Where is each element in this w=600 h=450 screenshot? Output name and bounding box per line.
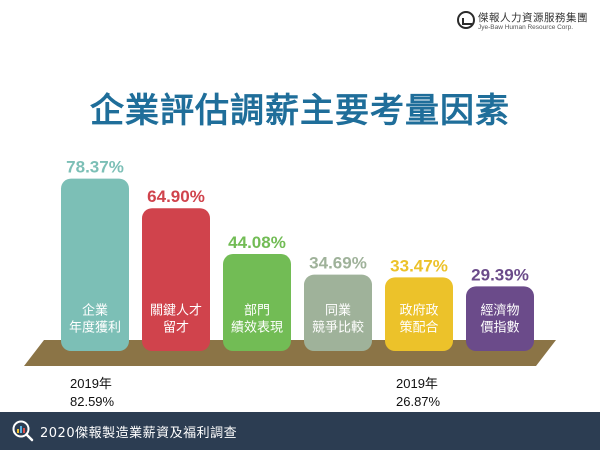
category-label-6-line-1: 經濟物 bbox=[480, 303, 519, 319]
annotation-year-label: 2019年 bbox=[396, 376, 438, 391]
category-label-6-line-2: 價指數 bbox=[480, 321, 519, 336]
company-logo-icon bbox=[457, 11, 475, 29]
chart-title: 企業評估調薪主要考量因素 bbox=[90, 91, 510, 131]
company-logo: 傑報人力資源服務集團 Jye-Baw Human Resource Corp. bbox=[457, 9, 597, 37]
annotation-year-label: 2019年 bbox=[70, 376, 112, 391]
category-label-3-line-2: 績效表現 bbox=[231, 321, 283, 336]
category-label-5-line-1: 政府政 bbox=[399, 304, 438, 319]
value-label-6: 29.39% bbox=[471, 265, 529, 284]
category-label-4-line-1: 同業 bbox=[325, 303, 351, 319]
category-label-3-line-1: 部門 bbox=[244, 304, 270, 319]
footer-survey-title: 2020傑報製造業薪資及福利調查 bbox=[40, 426, 238, 441]
value-label-4: 34.69% bbox=[309, 254, 367, 273]
value-label-5: 33.47% bbox=[390, 256, 448, 275]
category-label-4-line-2: 競爭比較 bbox=[312, 321, 364, 336]
annotation-2019-policy: 2019年 26.87% bbox=[396, 375, 440, 411]
category-label-1-line-2: 年度獲利 bbox=[69, 320, 121, 336]
footer-band: 2020傑報製造業薪資及福利調查 bbox=[0, 412, 600, 450]
bar-6 bbox=[466, 286, 534, 351]
category-label-5-line-2: 策配合 bbox=[399, 320, 438, 336]
annotation-value-label: 26.87% bbox=[396, 394, 441, 409]
company-name-en: Jye-Baw Human Resource Corp. bbox=[478, 24, 574, 31]
value-label-3: 44.08% bbox=[228, 233, 286, 252]
bar-1 bbox=[61, 178, 129, 351]
annotation-2019-profit: 2019年 82.59% bbox=[70, 375, 114, 411]
value-label-2: 64.90% bbox=[147, 187, 205, 206]
company-name: 傑報人力資源服務集團 bbox=[478, 12, 588, 24]
bar-3 bbox=[223, 254, 291, 351]
survey-chart-icon bbox=[12, 420, 34, 442]
category-label-2-line-2: 留才 bbox=[163, 321, 189, 336]
annotation-value-label: 82.59% bbox=[70, 394, 115, 409]
bar-2 bbox=[142, 208, 210, 351]
category-label-1-line-1: 企業 bbox=[82, 303, 108, 319]
bar-4 bbox=[304, 274, 372, 351]
value-label-1: 78.37% bbox=[66, 158, 124, 177]
bar-5 bbox=[385, 277, 453, 351]
category-label-2-line-1: 關鍵人才 bbox=[150, 303, 202, 319]
